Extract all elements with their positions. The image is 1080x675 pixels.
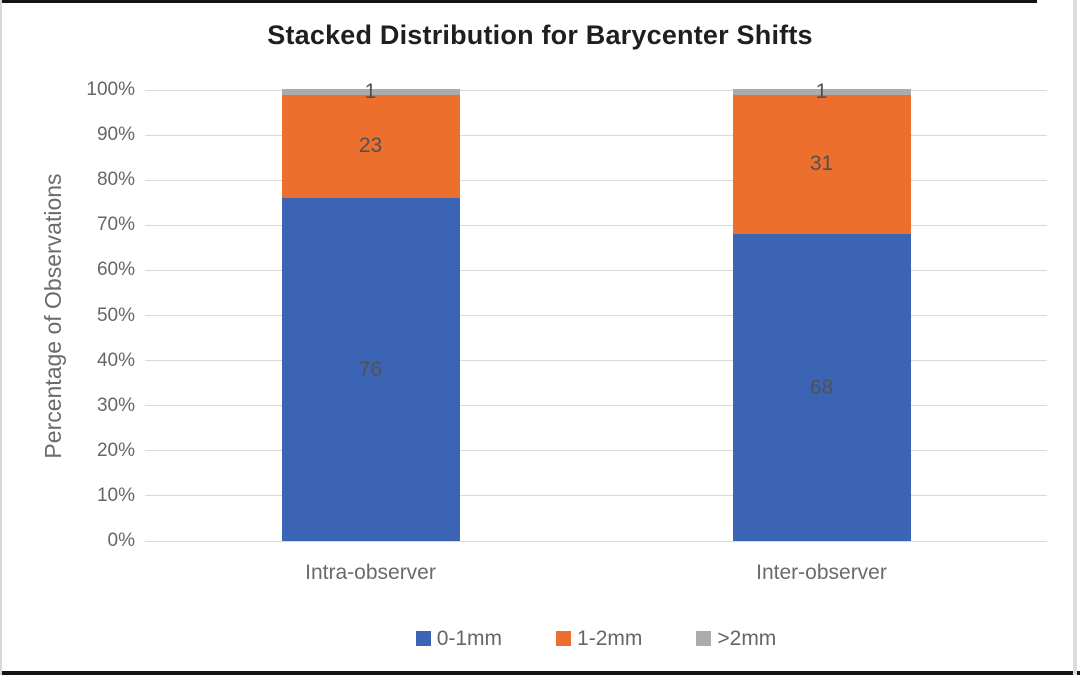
y-tick-label-10: 10% (96, 484, 135, 506)
gridline-50 (145, 315, 1047, 316)
y-tick-label-0: 0% (107, 530, 135, 551)
legend: 0-1mm 1-2mm >2mm (145, 624, 1047, 652)
figure-bottom-border (0, 671, 1080, 675)
gridline-20 (145, 450, 1047, 452)
x-axis-label-inter-observer: Inter-observer (756, 561, 887, 584)
gridline-30 (145, 405, 1047, 407)
figure-top-border (0, 0, 1037, 3)
plot-area: 76 23 1 68 31 1 (145, 80, 1047, 542)
bar-segment-2mm-intra-observer (281, 88, 460, 95)
gridline-60 (145, 269, 1047, 271)
bar-segment-1-2mm-inter-observer (732, 94, 911, 235)
bar-segment-0-1mm-intra-observer (281, 198, 460, 541)
legend-item-1-2mm: 1-2mm (556, 628, 642, 649)
legend-label-1-2mm: 1-2mm (577, 626, 643, 650)
y-tick-label-20: 20% (96, 439, 135, 461)
gridline-100 (145, 89, 1047, 91)
y-tick-label-90: 90% (96, 124, 135, 146)
legend-label-0-1mm: 0-1mm (436, 626, 503, 650)
y-tick-label-100: 100% (86, 79, 135, 100)
y-tick-label-70: 70% (96, 214, 135, 236)
y-tick-label-30: 30% (96, 394, 135, 416)
legend-swatch-icon-0-1mm (415, 630, 431, 646)
y-tick-label-40: 40% (96, 349, 135, 371)
bar-segment-1-2mm-intra-observer (281, 94, 460, 199)
gridline-0 (145, 540, 1047, 542)
y-tick-label-50: 50% (96, 304, 135, 326)
chart-title: Stacked Distribution for Barycenter Shif… (267, 20, 813, 50)
figure-right-border (1073, 0, 1077, 675)
legend-swatch-icon-1-2mm (556, 630, 572, 646)
y-tick-label-60: 60% (96, 259, 135, 281)
legend-item-2mm: >2mm (696, 628, 776, 649)
gridline-70 (145, 224, 1047, 226)
figure-left-border (0, 0, 2, 675)
legend-swatch-icon-2mm (696, 630, 712, 646)
legend-item-0-1mm: 0-1mm (415, 626, 503, 650)
bar-segment-0-1mm-inter-observer (732, 234, 911, 541)
legend-label-2mm: >2mm (717, 626, 777, 650)
y-tick-label-80: 80% (96, 169, 135, 191)
bar-segment-2mm-inter-observer (732, 88, 911, 95)
gridline-90 (145, 134, 1047, 136)
gridline-10 (145, 495, 1047, 497)
x-axis-label-intra-observer: Intra-observer (305, 561, 436, 584)
gridline-40 (145, 360, 1047, 362)
gridline-80 (145, 179, 1047, 181)
